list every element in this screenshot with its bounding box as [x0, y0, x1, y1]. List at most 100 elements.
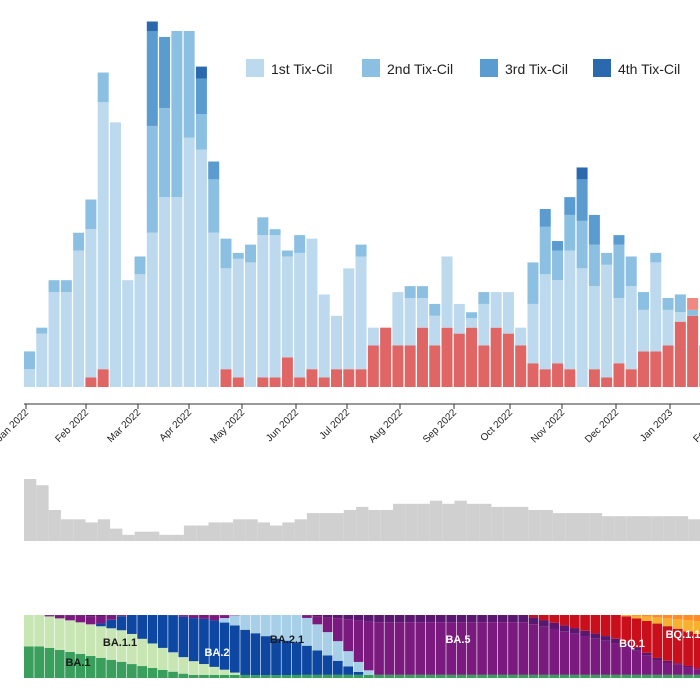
variant-segment-bq-1-1: [662, 618, 673, 627]
bar-segment-1st-tix-cil: [245, 262, 257, 387]
gray-bar: [183, 525, 197, 541]
variant-segment-ba-1-1: [34, 615, 44, 647]
bar-segment-red_segment: [466, 327, 478, 387]
variant-segment-ba-2: [168, 615, 178, 653]
variant-segment-ba-1: [322, 674, 333, 678]
gray-bar: [565, 513, 578, 541]
x-tick-label: Sep 2022: [421, 407, 459, 445]
variant-segment-bq-1: [642, 620, 652, 653]
gray-bar: [405, 503, 418, 541]
variant-segment-ba-1: [518, 674, 529, 678]
gray-bar: [319, 513, 332, 541]
variant-segment-ba-1: [65, 651, 75, 678]
variant-segment-ba-5: [312, 616, 323, 625]
gray-bar: [651, 516, 664, 541]
variant-segment-ba-1-1: [157, 647, 168, 670]
variant-segment-ba-2: [260, 636, 271, 676]
legend-swatch: [362, 59, 380, 77]
variant-segment-ba-2: [271, 638, 281, 676]
bar-segment-1st-tix-cil: [73, 250, 85, 387]
variant-segment-bq-1: [652, 623, 662, 658]
variant-segment-bq-1-1: [683, 620, 693, 632]
variant-segment-ba-5: [343, 619, 353, 652]
bar-segment-2nd-tix-cil: [195, 114, 207, 150]
variant-segment-ba-1-1: [209, 666, 220, 675]
variant-segment-ba-5-x: [528, 617, 539, 625]
variant-segment-ba-1-1: [168, 652, 178, 672]
variant-segment-ba-2-1: [260, 615, 271, 637]
gray-bar: [36, 485, 49, 541]
bar-segment-1st-tix-cil: [466, 318, 478, 328]
variant-segment-ba-2-1: [271, 615, 281, 639]
bar-segment-1st-tix-cil: [392, 292, 404, 346]
bar-segment-red_segment: [674, 321, 686, 387]
variant-segment-ba-5: [322, 617, 333, 633]
x-tick-label: Feb 2023: [691, 407, 700, 445]
variant-segment-ba-5: [549, 628, 559, 675]
variant-segment-ba-1: [394, 674, 405, 678]
bar-segment-red_segment: [416, 327, 428, 387]
variant-segment-ba-1: [642, 674, 652, 678]
variant-segment-ba-5: [302, 615, 312, 618]
variant-segment-ba-1: [363, 674, 374, 678]
bar-segment-red_segment: [367, 345, 379, 387]
gray-bar: [147, 531, 160, 541]
variant-segment-other: [652, 615, 662, 618]
bar-segment-red_segment: [564, 369, 576, 387]
variant-segment-ba-1-1: [199, 664, 209, 675]
bar-segment-3rd-tix-cil: [146, 31, 158, 126]
bar-segment-red_segment: [343, 369, 355, 387]
variant-label: BQ.1: [619, 638, 645, 650]
variant-segment-ba-1-1: [44, 616, 55, 648]
variant-label: BA.1.1: [103, 637, 137, 649]
variant-segment-ba-2: [96, 623, 106, 627]
bar-segment-1st-tix-cil: [638, 309, 649, 352]
variant-segment-ba-5: [353, 620, 364, 662]
variant-segment-ba-5-x: [549, 622, 559, 629]
gray-bar: [331, 513, 344, 541]
variant-segment-ba-5: [394, 622, 405, 675]
gray-bar: [528, 510, 541, 541]
variant-segment-ba-1: [75, 653, 86, 678]
bar-segment-2nd-tix-cil: [552, 250, 564, 281]
variant-segment-ba-1: [487, 674, 498, 678]
variant-segment-ba-2-1: [343, 651, 353, 667]
variant-segment-ba-2: [157, 615, 168, 648]
variant-segment-ba-2: [343, 666, 353, 675]
variant-segment-ba-2-1: [302, 617, 312, 646]
variant-label: BA.1: [65, 657, 90, 669]
variant-segment-ba-2: [137, 615, 147, 639]
bar-segment-red_segment: [281, 357, 293, 387]
variant-segment-ba-1: [456, 674, 467, 678]
variant-segment-ba-2: [127, 615, 137, 634]
variant-segment-ba-1-1: [54, 618, 65, 650]
variant-segment-ba-1: [446, 674, 456, 678]
variant-segment-ba-1: [405, 674, 415, 678]
bar-segment-2nd-tix-cil: [48, 280, 60, 293]
variant-segment-bq-1: [693, 633, 700, 669]
bar-segment-2nd-tix-cil: [73, 232, 85, 251]
variant-segment-ba-1: [631, 674, 642, 678]
variant-segment-ba-1: [24, 646, 34, 678]
bar-segment-1st-tix-cil: [662, 309, 674, 346]
variant-segment-other: [683, 615, 693, 621]
bar-segment-3rd-tix-cil: [159, 36, 171, 109]
bar-segment-2nd-tix-cil: [466, 312, 478, 319]
gray-bar: [688, 519, 700, 541]
variant-segment-ba-1: [281, 675, 292, 678]
variant-segment-ba-2: [312, 650, 323, 675]
bar-segment-1st-tix-cil: [48, 292, 60, 387]
bar-segment-3rd-tix-cil: [552, 241, 564, 251]
bar-segment-2nd-tix-cil: [429, 303, 441, 316]
bar-segment-1st-tix-cil: [588, 286, 600, 370]
variant-share-chart: BA.1 BA.1.1 BA.2 BA.2.1 BA.5 BQ.1 BQ.1.1: [24, 615, 700, 678]
bar-segment-red_segment: [441, 327, 453, 387]
variant-segment-ba-1: [250, 675, 261, 678]
bar-segment-1st-tix-cil: [539, 274, 551, 370]
variant-segment-ba-5: [508, 622, 518, 675]
bar-segment-late_red: [687, 298, 699, 310]
legend-label: 3rd Tix-Cil: [505, 61, 568, 77]
variant-segment-ba-5-x: [415, 615, 426, 623]
bar-segment-1st-tix-cil: [159, 197, 171, 387]
